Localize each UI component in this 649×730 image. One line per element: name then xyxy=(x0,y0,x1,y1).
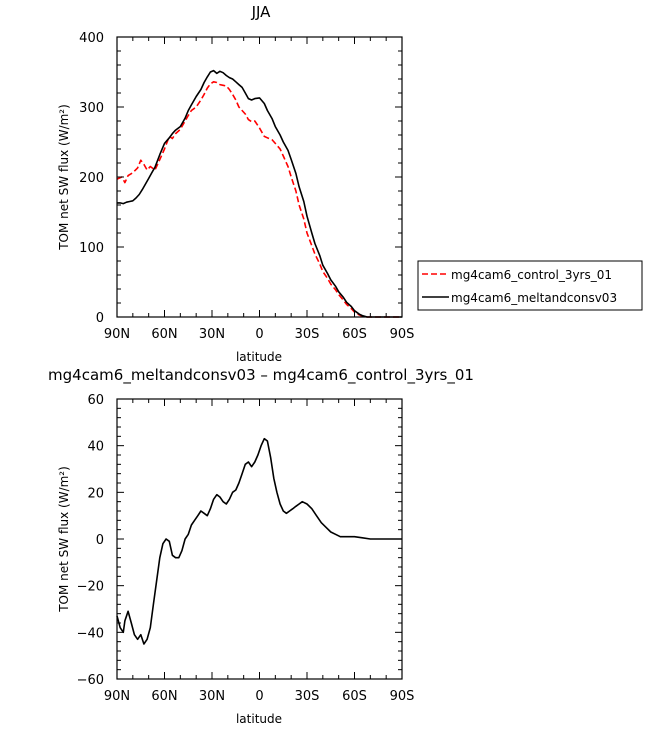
top-chart: JJA 90N 60N 30N 0 30S 60S 90S 0 100 200 300 400 lat… xyxy=(57,3,414,364)
bottom-chart-title: mg4cam6_meltandconsv03 – mg4cam6_control… xyxy=(48,366,474,385)
bottom-chart-y-tick-label: −20 xyxy=(77,580,104,595)
bottom-chart-x-tick-label: 90S xyxy=(390,689,415,704)
top-chart-y-tick-label: 100 xyxy=(79,241,104,256)
legend: mg4cam6_control_3yrs_01 mg4cam6_meltandc… xyxy=(417,260,643,311)
top-chart-plot-frame xyxy=(116,36,403,318)
top-chart-y-tick-label: 400 xyxy=(79,31,104,46)
top-chart-x-tick-label: 90S xyxy=(390,327,415,342)
bottom-chart-y-tick-label: 0 xyxy=(96,533,104,548)
bottom-chart-x-axis-label: latitude xyxy=(236,712,282,726)
bottom-chart-plot-frame xyxy=(116,398,403,680)
top-chart-x-tick-label: 60N xyxy=(151,327,177,342)
legend-label-control: mg4cam6_control_3yrs_01 xyxy=(451,268,612,282)
top-chart-x-tick-label: 30S xyxy=(295,327,320,342)
bottom-chart-y-tick-label: −40 xyxy=(77,626,104,641)
top-chart-y-tick-label: 300 xyxy=(79,101,104,116)
bottom-chart-y-tick-label: −60 xyxy=(77,673,104,688)
top-chart-x-axis-label: latitude xyxy=(236,350,282,364)
top-chart-y-axis-label: TOM net SW flux (W/m²) xyxy=(57,104,71,251)
legend-label-meltandconsv: mg4cam6_meltandconsv03 xyxy=(451,291,617,305)
bottom-chart-series xyxy=(116,437,402,645)
bottom-chart-x-tick-label: 30N xyxy=(199,689,225,704)
legend-box xyxy=(417,260,643,311)
top-chart-x-tick-label: 60S xyxy=(342,327,367,342)
bottom-chart-y-tick-label: 40 xyxy=(87,440,104,455)
bottom-chart-x-tick-label: 90N xyxy=(104,689,130,704)
bottom-chart-x-tick-label: 60N xyxy=(151,689,177,704)
top-chart-title: JJA xyxy=(251,3,272,21)
top-chart-x-tick-label: 30N xyxy=(199,327,225,342)
bottom-chart-series-line-1 xyxy=(116,437,402,645)
top-chart-ticks: 90N 60N 30N 0 30S 60S 90S 0 100 200 300 400 xyxy=(79,31,414,342)
bottom-chart-y-tick-label: 20 xyxy=(87,486,104,501)
top-chart-series-line-1 xyxy=(116,81,402,318)
bottom-chart-y-axis-label: TOM net SW flux (W/m²) xyxy=(57,466,71,613)
bottom-chart-y-tick-label: 60 xyxy=(87,393,104,408)
bottom-chart: mg4cam6_meltandconsv03 – mg4cam6_control… xyxy=(48,366,474,726)
bottom-chart-x-tick-label: 60S xyxy=(342,689,367,704)
bottom-chart-ticks: 90N 60N 30N 0 30S 60S 90S −60 −40 −20 0 20 40 60 xyxy=(77,393,415,704)
bottom-chart-x-tick-label: 30S xyxy=(295,689,320,704)
top-chart-x-tick-label: 90N xyxy=(104,327,130,342)
top-chart-y-tick-label: 0 xyxy=(96,311,104,326)
top-chart-series xyxy=(116,69,402,318)
bottom-chart-x-tick-label: 0 xyxy=(255,689,263,704)
top-chart-series-line-2 xyxy=(117,69,402,318)
top-chart-x-tick-label: 0 xyxy=(255,327,263,342)
top-chart-y-tick-label: 200 xyxy=(79,171,104,186)
